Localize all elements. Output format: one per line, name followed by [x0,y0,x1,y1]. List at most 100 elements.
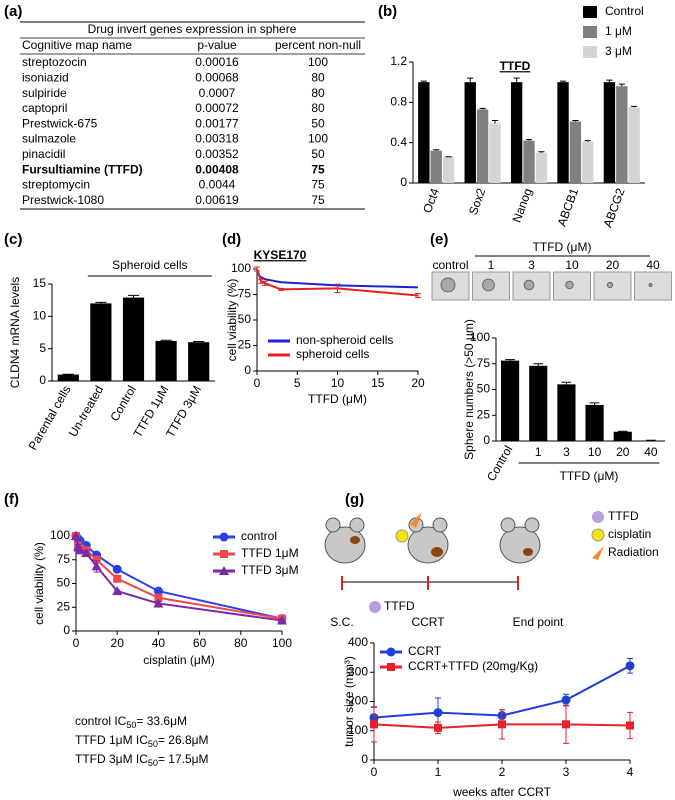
error-bar [262,280,269,286]
error-bar [420,80,427,83]
ic50-sub: 50 [148,739,158,749]
panel-label: (c) [4,231,22,248]
legend-label: CCRT [408,644,442,658]
x-tick-label: 60 [193,636,207,650]
error-bar [561,381,572,385]
table-cell: captopril [22,101,67,115]
y-axis-label: cell viability (%) [32,542,46,625]
y-tick-label: 0 [39,373,46,387]
y-axis-label: cell viability (%) [225,279,239,362]
table-cell: 80 [311,86,325,100]
x-tick-label: 15 [371,376,385,390]
table-cell: 0.00072 [195,101,239,115]
micrograph-label: 1 [488,258,495,272]
table-header: p-value [197,38,237,52]
table-cell: sulpiride [22,86,67,100]
panel-label: (e) [430,231,448,248]
x-tick-label: 10 [331,376,345,390]
micrograph-label: control [432,258,468,272]
timeline-label: S.C. [330,615,353,629]
chart-title: TTFD [500,59,531,73]
table-cell: pinacidil [22,147,65,161]
y-tick-label: 100 [231,261,251,275]
error-bar [258,278,265,284]
sphere [482,278,495,292]
marker [153,598,164,608]
bar [510,82,523,183]
marker [277,615,287,625]
bar [501,360,520,441]
table-cell: 0.0007 [199,86,236,100]
tumor [523,548,533,556]
legend-swatch [583,46,597,58]
ic50-prefix: TTFD 1μM IC [75,733,148,747]
ic50-suffix: = 26.8μM [158,733,209,747]
error-bar [505,359,515,361]
annotation: Spheroid cells [112,258,187,272]
marker [92,555,101,564]
panel-label: (f) [4,491,19,508]
y-tick-label: 100 [50,528,70,542]
x-tick-label: Control [107,383,138,424]
table-cell: 50 [311,116,325,130]
error-bar [491,119,499,124]
x-tick-label: 20 [111,636,125,650]
sphere [523,279,535,291]
y-tick-label: 5 [39,341,46,355]
sphere [606,281,614,289]
error-bar [617,430,628,432]
panel-label: (b) [378,3,397,20]
legend-label: cisplatin [608,527,651,541]
timeline-label: CCRT [411,615,445,629]
bar [464,82,476,183]
x-axis-label: TTFD (μM) [559,469,618,483]
error-bar [525,139,533,141]
y-axis-label: CLDN4 mRNA levels [8,277,22,388]
marker [220,550,228,558]
bar [430,150,442,183]
x-tick-label: Control [484,443,515,484]
micrograph-label: 40 [646,258,660,272]
y-tick-label: 15 [33,276,47,290]
table-cell: 0.0044 [199,178,236,192]
tumor [350,536,360,544]
marker [75,545,86,555]
bar [616,86,628,183]
legend-icon [592,546,604,560]
marker [91,561,102,571]
micrograph-label: 3 [528,258,535,272]
marker [498,720,506,729]
error-bar [254,266,260,272]
legend-label: TTFD [608,509,639,523]
marker [219,532,229,542]
error-bar [193,341,205,343]
legend-label: non-spheroid cells [296,333,393,347]
y-tick-label: 0 [63,623,70,637]
x-tick-label: ABCG2 [601,186,628,229]
marker [112,564,122,574]
legend-label: Radiation [608,545,659,559]
sphere [440,277,456,293]
group-label: TTFD (μM) [533,240,592,254]
y-tick-label: 0.8 [390,95,407,109]
y-tick-label: 50 [57,576,71,590]
bar [90,303,112,381]
legend-label: TTFD 1μM [241,546,299,560]
table-cell: 75 [311,193,325,207]
error-bar [559,80,567,83]
ic50-note: TTFD 1μM IC50= 26.8μM [75,733,209,749]
bar [489,123,501,183]
y-tick-label: 0 [483,433,490,447]
panel-label: (a) [4,3,22,20]
x-axis-label: weeks after CCRT [452,785,551,799]
y-tick-label: 1.2 [390,54,407,68]
tumor [431,547,443,557]
micrograph [431,271,470,301]
marker [562,720,570,729]
x-tick-label: Oct4 [420,186,442,215]
y-tick-label: 0 [244,363,251,377]
y-tick-label: 100 [348,723,368,737]
table-cell: 0.00068 [195,70,239,84]
bar [535,152,548,183]
table-cell: 50 [311,147,325,161]
